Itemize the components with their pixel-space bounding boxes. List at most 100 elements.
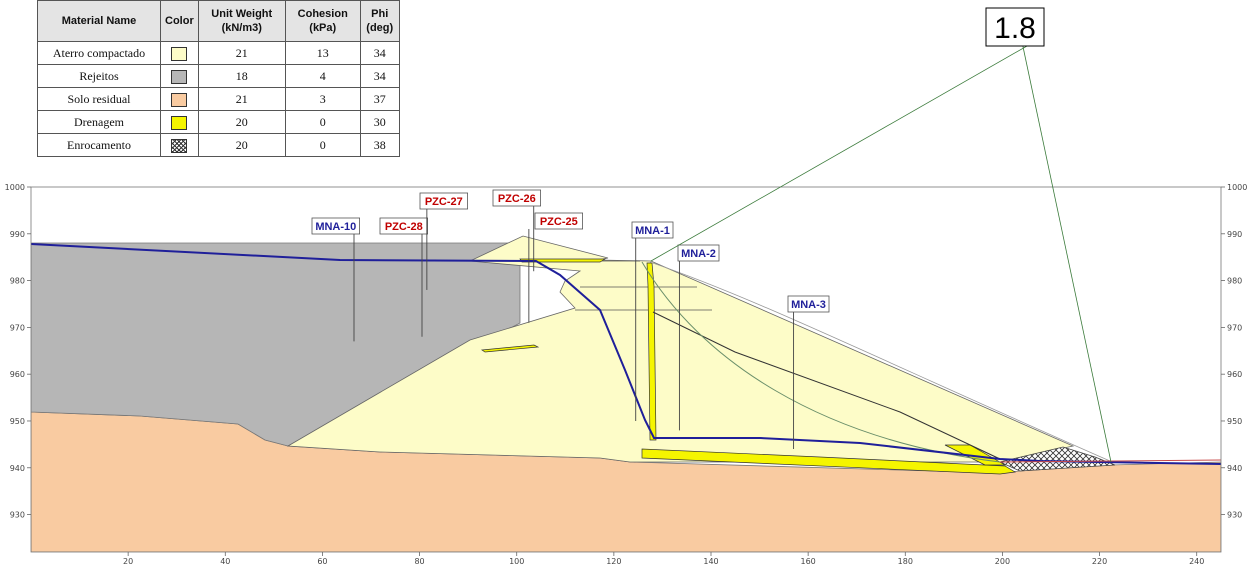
header-phi: Phi (deg) (359, 0, 400, 42)
x-tick-label: 80 (414, 557, 424, 566)
y-tick-label-right: 990 (1227, 230, 1242, 239)
y-tick-label-right: 950 (1227, 417, 1242, 426)
unit-weight: 20 (197, 110, 286, 134)
factor-of-safety-value: 1.8 (994, 12, 1036, 45)
phi: 34 (359, 64, 400, 88)
material-color-cell (160, 87, 199, 111)
factor-of-safety-callout: 1.8 (650, 7, 1112, 463)
material-name: Aterro compactado (37, 41, 161, 65)
table-header-row: Material Name Color Unit Weight (kN/m3) … (37, 0, 400, 42)
instrument-pzc-26: PZC-26 (492, 189, 541, 272)
color-swatch (171, 92, 188, 107)
instrument-label: MNA-10 (315, 221, 356, 233)
x-tick-label: 40 (220, 557, 230, 566)
y-tick-label-right: 930 (1227, 511, 1242, 520)
instrument-tag-box (631, 221, 674, 239)
color-swatch (171, 115, 188, 130)
instrument-label: MNA-3 (791, 299, 826, 311)
table-row: Drenagem 20 0 30 (37, 110, 400, 134)
unit-weight: 21 (197, 87, 286, 111)
x-tick-label: 220 (1092, 557, 1107, 566)
instrument-tag-box (419, 192, 468, 210)
cross-section-geometry (31, 235, 1221, 552)
material-color-cell (160, 133, 199, 157)
critical-slip-surface (641, 261, 1001, 463)
material-color-cell (160, 64, 199, 88)
x-tick-label: 120 (606, 557, 621, 566)
unit-weight: 20 (197, 133, 286, 157)
x-tick-label: 180 (898, 557, 913, 566)
material-color-cell (160, 110, 199, 134)
table-row: Enrocamento 20 0 38 (37, 133, 400, 157)
cohesion: 13 (284, 41, 361, 65)
instrument-tag-box (379, 217, 428, 235)
internal-boundary-line (652, 311, 1001, 460)
instrument-pzc-25: PZC-25 (528, 212, 583, 323)
plot-frame (30, 186, 1222, 553)
color-swatch (171, 138, 188, 153)
phreatic-surface (31, 243, 1221, 465)
y-tick-label-right: 940 (1227, 464, 1242, 473)
axis-ticks: 20 40 60 80 100 120 140 160 180 200 220 240 930 930 94… (5, 183, 1248, 566)
instrument-markers: MNA-10 PZC-28 PZC-27 PZC-26 PZC-25 MNA-1 MNA-2… (311, 189, 830, 450)
y-tick-label-left: 930 (10, 511, 25, 520)
rejeitos-region (31, 242, 521, 447)
instrument-mna-2: MNA-2 (677, 244, 720, 431)
cohesion: 0 (284, 110, 361, 134)
y-tick-label-left: 1000 (5, 183, 25, 192)
y-tick-label-right: 960 (1227, 370, 1242, 379)
x-tick-label: 160 (801, 557, 816, 566)
material-properties-table: Material Name Color Unit Weight (kN/m3) … (37, 0, 400, 157)
color-swatch (171, 69, 188, 84)
table-row: Solo residual 21 3 37 (37, 87, 400, 111)
material-color-cell (160, 41, 199, 65)
instrument-tag-box (492, 189, 541, 207)
unit-weight: 21 (197, 41, 286, 65)
x-tick-label: 60 (317, 557, 327, 566)
drenagem-layer-mid (480, 344, 540, 353)
instrument-tag-box (677, 244, 720, 262)
header-unit-weight: Unit Weight (kN/m3) (197, 0, 286, 42)
table-row: Aterro compactado 21 13 34 (37, 41, 400, 65)
instrument-label: PZC-26 (498, 193, 536, 205)
x-tick-label: 200 (995, 557, 1010, 566)
y-tick-label-left: 980 (10, 277, 25, 286)
y-tick-label-left: 970 (10, 323, 25, 332)
y-tick-label-right: 1000 (1227, 183, 1247, 192)
material-name: Enrocamento (37, 133, 161, 157)
instrument-label: MNA-2 (681, 248, 716, 260)
unit-weight: 18 (197, 64, 286, 88)
color-swatch (171, 46, 188, 61)
instrument-tag-box (787, 295, 830, 313)
aterro-compactado-region (286, 235, 1075, 463)
drenagem-blanket (641, 448, 1017, 475)
material-name: Solo residual (37, 87, 161, 111)
x-tick-label: 140 (703, 557, 718, 566)
phi: 30 (359, 110, 400, 134)
phi: 37 (359, 87, 400, 111)
x-tick-label: 20 (123, 557, 133, 566)
y-tick-label-right: 980 (1227, 277, 1242, 286)
instrument-mna-3: MNA-3 (787, 295, 830, 450)
instrument-label: MNA-1 (635, 225, 670, 237)
header-cohesion: Cohesion (kPa) (284, 0, 361, 42)
y-tick-label-right: 970 (1227, 323, 1242, 332)
slip-surface-outer (649, 261, 1111, 462)
cohesion: 4 (284, 64, 361, 88)
y-tick-label-left: 940 (10, 464, 25, 473)
instrument-tag-box (534, 212, 583, 230)
phi: 34 (359, 41, 400, 65)
y-tick-label-left: 960 (10, 370, 25, 379)
instrument-label: PZC-27 (425, 196, 463, 208)
cohesion: 3 (284, 87, 361, 111)
instrument-label: PZC-25 (540, 216, 578, 228)
instrument-pzc-27: PZC-27 (419, 192, 468, 290)
y-tick-label-left: 950 (10, 417, 25, 426)
header-material-name: Material Name (37, 0, 161, 42)
phi: 38 (359, 133, 400, 157)
x-tick-label: 100 (509, 557, 524, 566)
instrument-mna-1: MNA-1 (631, 221, 674, 421)
header-color: Color (160, 0, 199, 42)
y-tick-label-left: 990 (10, 230, 25, 239)
